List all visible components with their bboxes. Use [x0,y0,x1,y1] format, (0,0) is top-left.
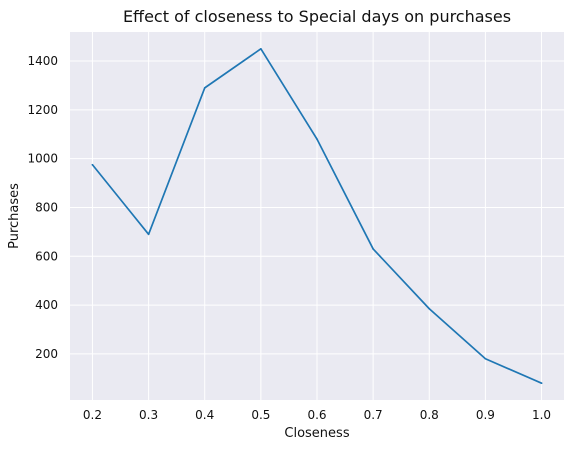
data-point [540,382,543,384]
y-tick-label: 1000 [27,152,58,166]
y-tick-label: 200 [35,347,58,361]
y-tick-label: 800 [35,200,58,214]
y-tick-label: 1200 [27,103,58,117]
y-tick-label: 600 [35,249,58,263]
grid-lines [70,32,564,400]
y-tick-label: 400 [35,298,58,312]
data-points [91,48,543,384]
y-tick-label: 1400 [27,54,58,68]
data-point [372,248,374,250]
y-axis-label: Purchases [7,183,22,249]
x-tick-label: 0.4 [195,408,214,422]
x-tick-label: 0.5 [251,408,270,422]
data-point [428,307,431,310]
data-point [203,87,206,89]
x-tick-label: 1.0 [532,408,551,422]
x-tick-label: 0.7 [364,408,383,422]
x-tick-label: 0.8 [420,408,439,422]
x-tick-label: 0.2 [83,408,102,422]
data-point [147,233,150,236]
data-point [484,357,487,360]
data-point [91,163,94,166]
axis-ticks: 0.2 0.3 0.4 0.5 0.6 0.7 0.8 0.9 1.0 200 400 600 800 1… [27,54,551,422]
data-point [316,138,318,140]
x-tick-label: 0.9 [476,408,495,422]
x-tick-label: 0.6 [307,408,326,422]
x-axis-label: Closeness [284,426,349,441]
chart-title: Effect of closeness to Special days on p… [123,7,511,26]
data-point [260,48,262,50]
x-tick-label: 0.3 [139,408,158,422]
